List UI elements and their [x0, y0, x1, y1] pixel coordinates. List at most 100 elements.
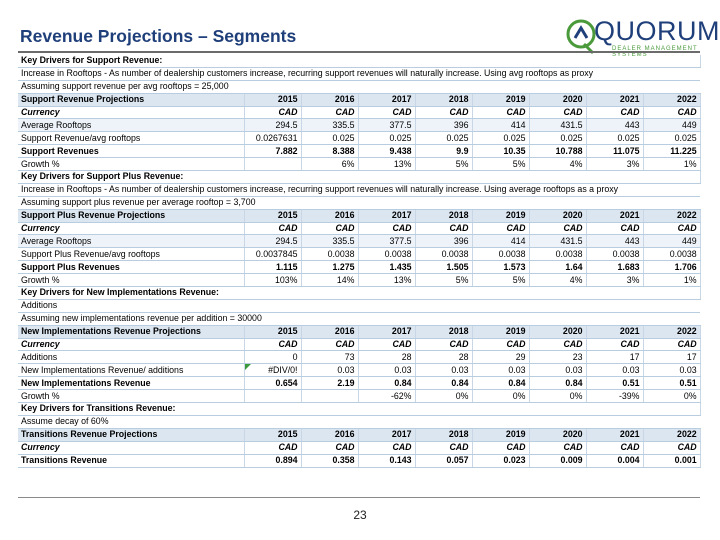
cell-value: 443	[586, 234, 644, 249]
cell-value: CAD	[643, 338, 701, 352]
cell-value: 0.03	[529, 363, 587, 378]
cell-value: 0.025	[643, 131, 701, 146]
row-label: Transitions Revenue Projections	[18, 428, 245, 442]
table-row: Currency CAD CAD CAD CAD CAD CAD CAD CAD	[18, 106, 701, 120]
cell-value: 9.438	[358, 144, 416, 159]
cell-value: 2021	[586, 93, 644, 107]
cell-value: CAD	[244, 338, 302, 352]
cell-value: 2021	[586, 428, 644, 442]
cell-value: CAD	[586, 338, 644, 352]
cell-value: 0.057	[415, 454, 473, 468]
cell-value: CAD	[472, 338, 530, 352]
cell-value: 6%	[301, 157, 359, 172]
table-row: Support Revenue/avg rooftops 0.0267631 0.0…	[18, 131, 701, 146]
cell-value: 28	[358, 350, 416, 365]
cell-value: 2021	[586, 209, 644, 223]
row-label: Support Revenue/avg rooftops	[18, 131, 245, 146]
table-row: Key Drivers for New Implementations Reve…	[18, 286, 701, 300]
table-row: Transitions Revenue Projections 2015 2016 2…	[18, 428, 701, 442]
cell-value: 29	[472, 350, 530, 365]
cell-value: CAD	[529, 441, 587, 455]
table-row: Additions	[18, 299, 701, 313]
cell-value: 0.001	[643, 454, 701, 468]
cell-value: 2018	[415, 93, 473, 107]
table-row: Currency CAD CAD CAD CAD CAD CAD CAD CAD	[18, 338, 701, 352]
cell-value: 396	[415, 118, 473, 133]
row-label: Transitions Revenue	[18, 454, 245, 468]
cell-value: 1%	[643, 273, 701, 288]
cell-value: 2015	[244, 428, 302, 442]
cell-value: CAD	[643, 106, 701, 120]
row-label: Support Plus Revenue/avg rooftops	[18, 247, 245, 262]
cell-value: 5%	[415, 157, 473, 172]
cell-value: CAD	[586, 222, 644, 236]
cell-value: 1.683	[586, 260, 644, 275]
cell-value: 0.84	[472, 376, 530, 391]
table-row: Support Revenue Projections 2015 2016 2017 2…	[18, 93, 701, 107]
cell-value: 28	[415, 350, 473, 365]
cell-value: 4%	[529, 273, 587, 288]
table-row: Additions 0 73 28 28 29 23 17 17	[18, 350, 701, 365]
cell-value: 2020	[529, 209, 587, 223]
cell-value: 5%	[472, 273, 530, 288]
table-row: Average Rooftops 294.5 335.5 377.5 396 414 431…	[18, 118, 701, 133]
cell-value: 294.5	[244, 118, 302, 133]
cell-value: 377.5	[358, 118, 416, 133]
cell-value: CAD	[529, 338, 587, 352]
cell-value: 7.882	[244, 144, 302, 159]
footer-divider	[18, 497, 700, 498]
cell-value: 0.03	[643, 363, 701, 378]
cell-value: 10.788	[529, 144, 587, 159]
cell-value: 2017	[358, 209, 416, 223]
row-label: Support Plus Revenue Projections	[18, 209, 245, 223]
cell-value: 1.706	[643, 260, 701, 275]
cell-value: 17	[643, 350, 701, 365]
cell-value: 335.5	[301, 234, 359, 249]
row-label: Assuming new implementations revenue per…	[18, 312, 701, 326]
cell-value: 2017	[358, 93, 416, 107]
cell-value: 1.275	[301, 260, 359, 275]
row-label: Average Rooftops	[18, 234, 245, 249]
cell-value: CAD	[301, 222, 359, 236]
cell-value: 2016	[301, 93, 359, 107]
cell-value: 431.5	[529, 118, 587, 133]
row-label: New Implementations Revenue/ additions	[18, 363, 245, 378]
logo-wordmark: QUORUM	[594, 16, 720, 46]
cell-value: 1.573	[472, 260, 530, 275]
cell-value: 0.025	[415, 131, 473, 146]
cell-value: 0.004	[586, 454, 644, 468]
cell-value: 0.0267631	[244, 131, 302, 146]
table-row: Support Revenues 7.882 8.388 9.438 9.9 10.35 1…	[18, 144, 701, 159]
cell-value: CAD	[643, 441, 701, 455]
row-label: Additions	[18, 350, 245, 365]
cell-value: 449	[643, 234, 701, 249]
cell-value: 11.225	[643, 144, 701, 159]
table-row: New Implementations Revenue/ additions #D…	[18, 363, 701, 378]
cell-value: 0.358	[301, 454, 359, 468]
cell-value: 0%	[529, 389, 587, 404]
cell-value: 443	[586, 118, 644, 133]
cell-value: #DIV/0!	[244, 363, 302, 378]
cell-value: 5%	[415, 273, 473, 288]
cell-value: CAD	[244, 441, 302, 455]
cell-value: 0.0037845	[244, 247, 302, 262]
cell-value: 377.5	[358, 234, 416, 249]
cell-value: 431.5	[529, 234, 587, 249]
page-number: 23	[353, 508, 367, 522]
cell-value: 0%	[643, 389, 701, 404]
cell-value: 2017	[358, 325, 416, 339]
table-row: Key Drivers for Support Plus Revenue:	[18, 170, 701, 184]
table-row: Increase in Rooftops - As number of deal…	[18, 183, 701, 197]
cell-value: 0.03	[301, 363, 359, 378]
cell-value: 0	[244, 350, 302, 365]
cell-value: 0.894	[244, 454, 302, 468]
row-label: Increase in Rooftops - As number of deal…	[18, 183, 701, 197]
cell-value: CAD	[586, 441, 644, 455]
table-row: Growth % -62% 0% 0% 0% -39% 0%	[18, 389, 701, 404]
cell-value: 2019	[472, 428, 530, 442]
row-label: Key Drivers for New Implementations Reve…	[18, 286, 701, 300]
cell-value: 2016	[301, 428, 359, 442]
row-label: Average Rooftops	[18, 118, 245, 133]
slide-title: Revenue Projections – Segments	[20, 26, 297, 46]
cell-value: CAD	[301, 441, 359, 455]
